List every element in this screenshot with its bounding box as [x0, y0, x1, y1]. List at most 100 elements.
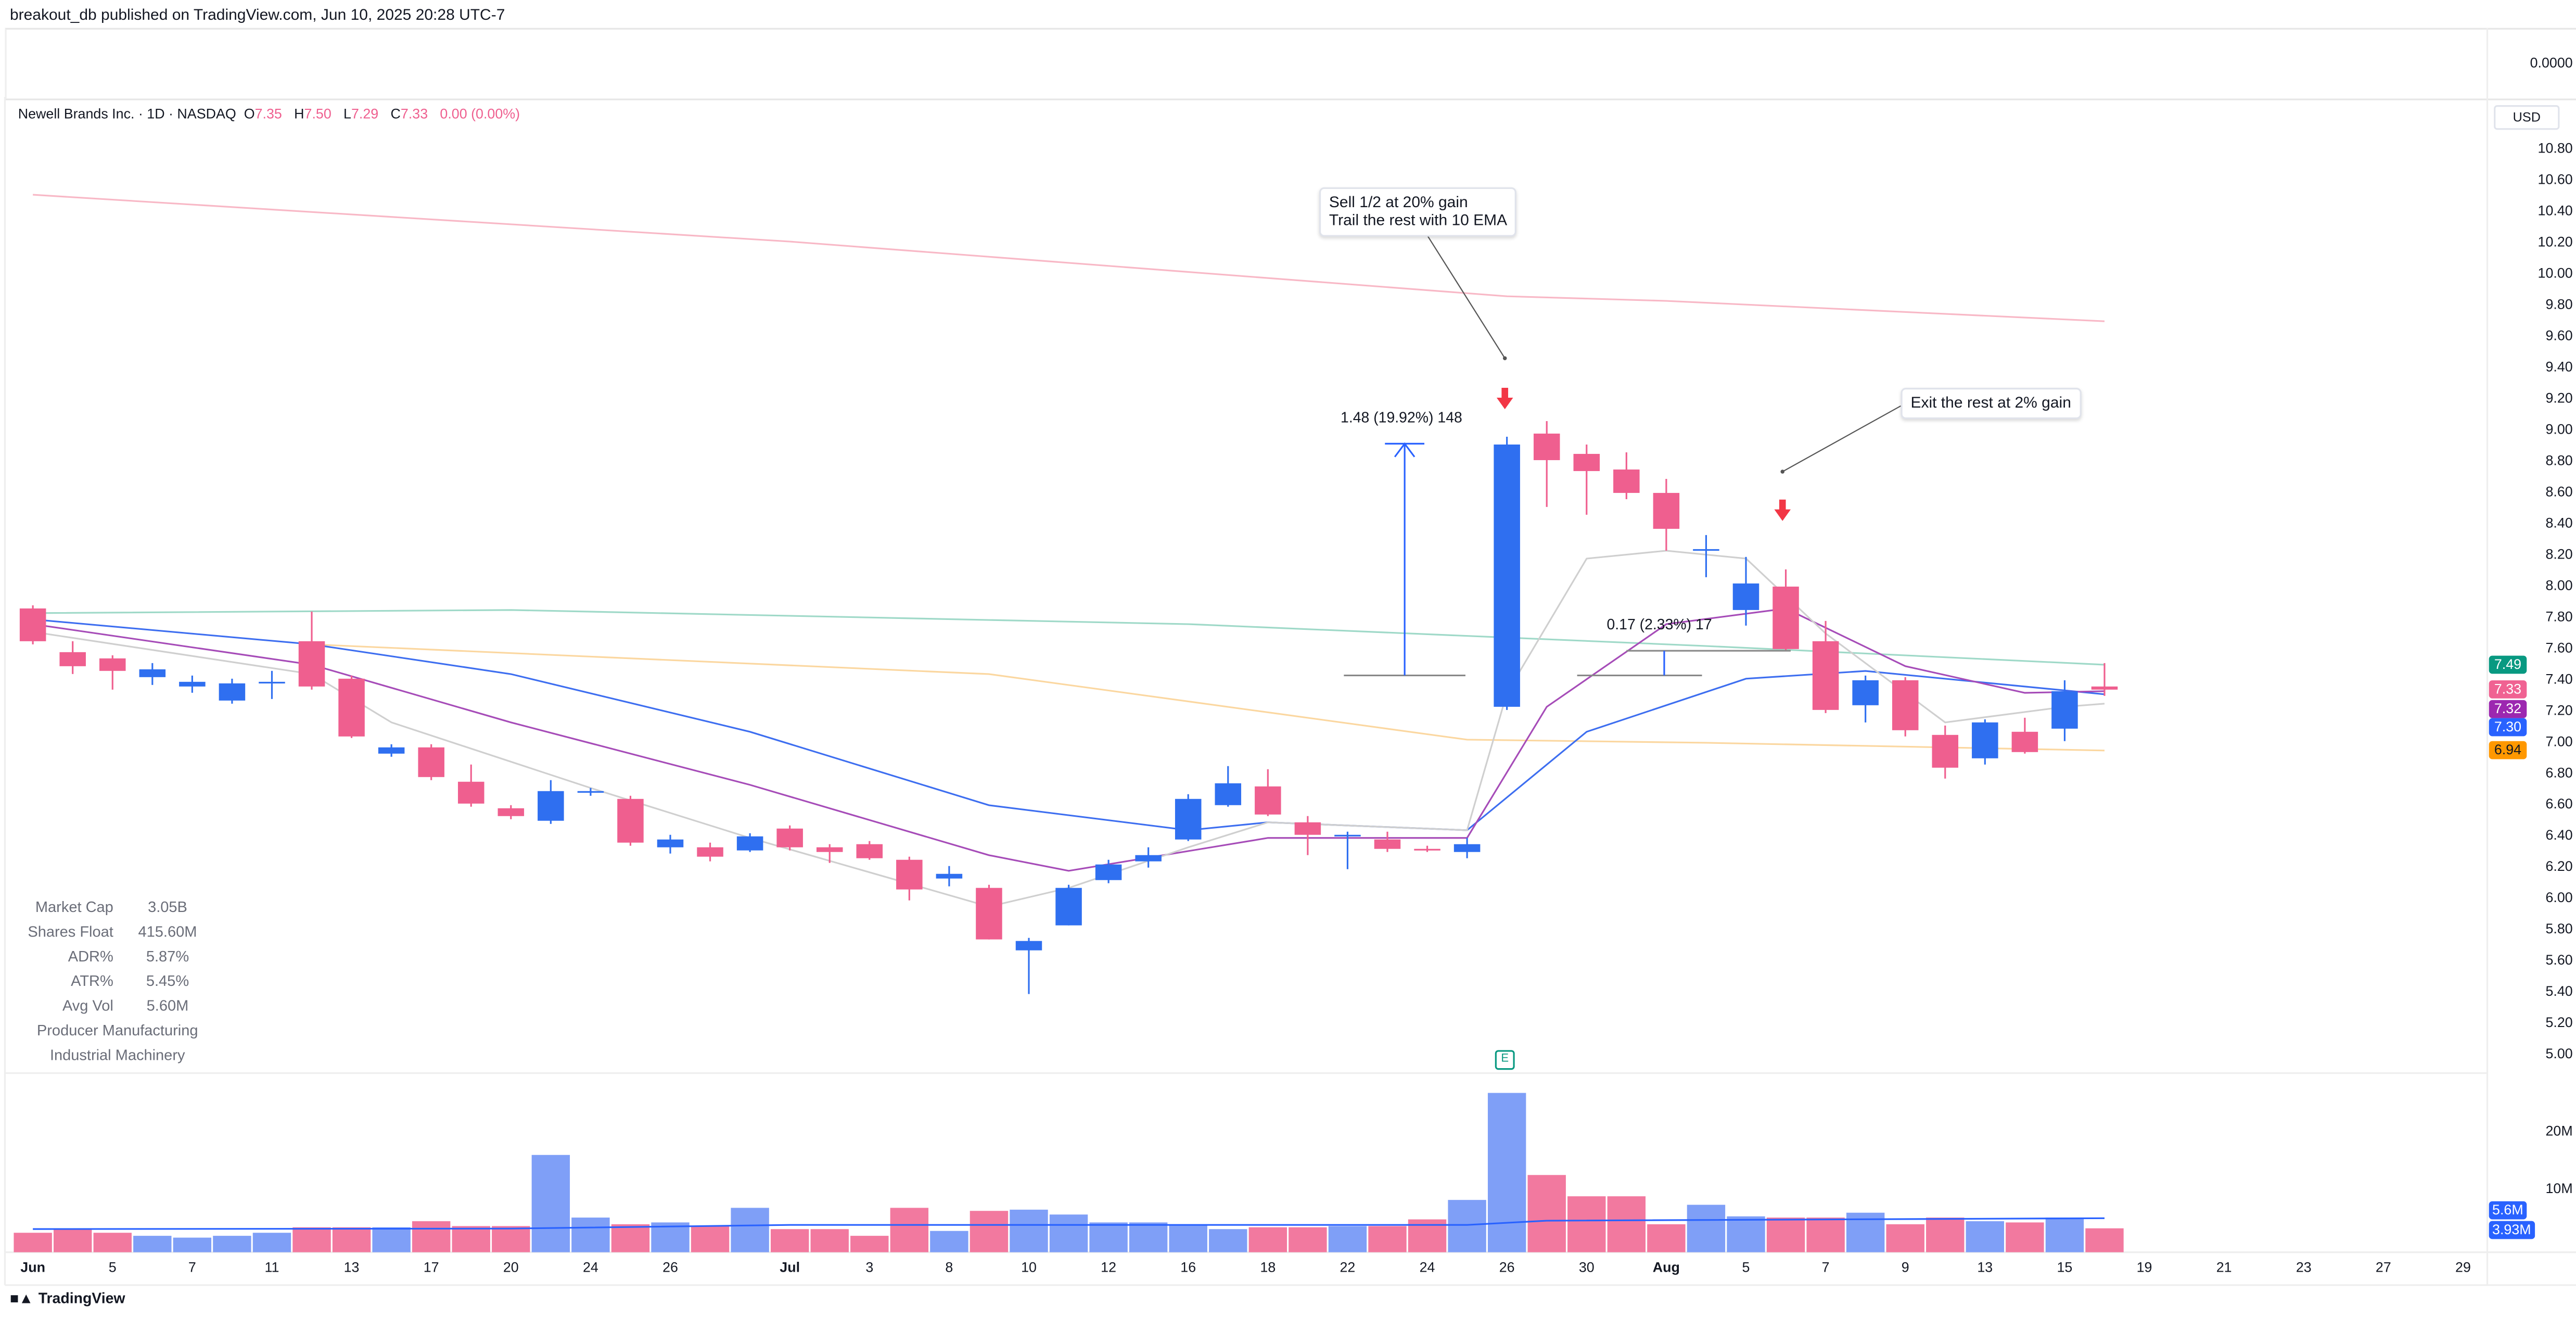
stat-value: 3.05B: [148, 898, 187, 915]
volume-bar: [452, 1226, 490, 1252]
candle-body: [378, 747, 405, 754]
candle: [2091, 663, 2118, 696]
stat-value: 415.60M: [138, 922, 197, 940]
volume-bar: [1089, 1222, 1128, 1252]
volume-bar: [1209, 1229, 1247, 1252]
stat-label: Avg Vol: [62, 996, 113, 1013]
note2-connector: [1782, 405, 1902, 473]
volume-bar: [1687, 1205, 1726, 1252]
price-tick: 7.80: [2545, 608, 2573, 625]
candle-body: [1294, 822, 1321, 835]
candle: [1613, 452, 1640, 499]
stat-label: ATR%: [71, 972, 113, 988]
volume-bar: [292, 1227, 331, 1252]
stat-value: 5.87%: [146, 947, 189, 964]
volume-bar: [1527, 1175, 1566, 1252]
volume-bar: [970, 1211, 1009, 1252]
note-exit-rest[interactable]: Exit the rest at 2% gain: [1901, 388, 2081, 420]
candle-body: [1255, 786, 1281, 815]
time-tick: 8: [945, 1259, 953, 1275]
volume-bar: [1248, 1227, 1287, 1252]
volume-bar: [1368, 1226, 1407, 1252]
time-tick: 13: [343, 1259, 360, 1275]
candle-body: [577, 791, 604, 793]
price-tick: 10.60: [2537, 171, 2573, 187]
note1-connector: [1425, 233, 1506, 359]
stat-label: Market Cap: [35, 898, 113, 915]
candle: [338, 675, 365, 738]
volume-ma-badge: 5.6M: [2489, 1201, 2527, 1220]
candle-body: [976, 888, 1002, 940]
drawings[interactable]: [1344, 233, 1902, 677]
price-tick: 9.00: [2545, 421, 2573, 437]
candle-body: [1892, 680, 1919, 730]
volume-bar: [2045, 1218, 2084, 1252]
volume-tick: 10M: [2545, 1180, 2573, 1197]
note-sell-half[interactable]: Sell 1/2 at 20% gain Trail the rest with…: [1319, 187, 1517, 237]
volume-bar: [1487, 1093, 1526, 1252]
stat-row: ATR% 5.45%: [23, 968, 212, 992]
candle: [1732, 556, 1759, 626]
volume-bar: [14, 1233, 52, 1252]
candle-body: [179, 681, 206, 687]
price-tick: 8.20: [2545, 546, 2573, 562]
candle-body: [776, 828, 803, 847]
candle-body: [1453, 844, 1481, 852]
time-tick: 15: [2057, 1259, 2073, 1275]
candle-body: [139, 669, 166, 677]
earnings-marker[interactable]: E: [1495, 1050, 1515, 1070]
price-tick: 7.60: [2545, 639, 2573, 656]
candle: [219, 678, 246, 704]
volume-bar: [890, 1208, 929, 1252]
volume-bar: [1567, 1196, 1606, 1252]
candle-body: [736, 836, 763, 851]
candle: [577, 788, 604, 796]
candle-body: [1414, 848, 1440, 851]
candle: [498, 805, 525, 819]
tradingview-logo[interactable]: ■▲ TradingView: [10, 1290, 125, 1307]
candle: [1892, 677, 1919, 737]
candle-body: [1015, 941, 1042, 951]
candle-body: [1653, 492, 1680, 529]
low-value: 7.29: [351, 105, 379, 122]
candle: [657, 834, 684, 854]
stat-value: 5.60M: [146, 996, 189, 1013]
candle: [378, 744, 405, 757]
moving-average-line-2: [312, 643, 2105, 752]
time-tick: 12: [1101, 1259, 1117, 1275]
candle: [1494, 436, 1520, 710]
volume-bar: [372, 1227, 411, 1252]
volume-bar: [133, 1236, 172, 1252]
time-tick: 29: [2455, 1259, 2471, 1275]
price-tick: 8.40: [2545, 514, 2573, 531]
candle: [736, 833, 763, 852]
currency-button[interactable]: USD: [2494, 105, 2560, 130]
candle-body: [1812, 641, 1839, 710]
moving-average-line-1: [33, 609, 2105, 666]
measure2-label: 0.17 (2.33%) 17: [1606, 616, 1712, 633]
candle: [99, 655, 126, 690]
volume-bar: [213, 1236, 251, 1252]
note1-anchor: [1502, 356, 1507, 361]
volume-bar: [770, 1229, 809, 1252]
price-tick: 7.20: [2545, 702, 2573, 718]
price-tick: 10.40: [2537, 202, 2573, 219]
price-tick: 8.80: [2545, 452, 2573, 468]
price-tick: 5.40: [2545, 982, 2573, 999]
candle: [1055, 884, 1082, 926]
tradingview-wordmark: TradingView: [38, 1290, 125, 1307]
candle-body: [936, 873, 963, 879]
volume-bar: [1607, 1196, 1646, 1252]
volume-bar: [531, 1155, 570, 1252]
price-tick: 8.60: [2545, 483, 2573, 500]
price-tick: 9.60: [2545, 327, 2573, 344]
candle: [1175, 794, 1202, 841]
volume-bar: [492, 1226, 530, 1252]
candle: [976, 884, 1002, 940]
time-tick: 5: [1742, 1259, 1750, 1275]
time-tick: 23: [2296, 1259, 2312, 1275]
candle-body: [1055, 888, 1082, 926]
symbol-name[interactable]: Newell Brands Inc. · 1D · NASDAQ: [18, 105, 236, 122]
candle-body: [1095, 864, 1122, 880]
